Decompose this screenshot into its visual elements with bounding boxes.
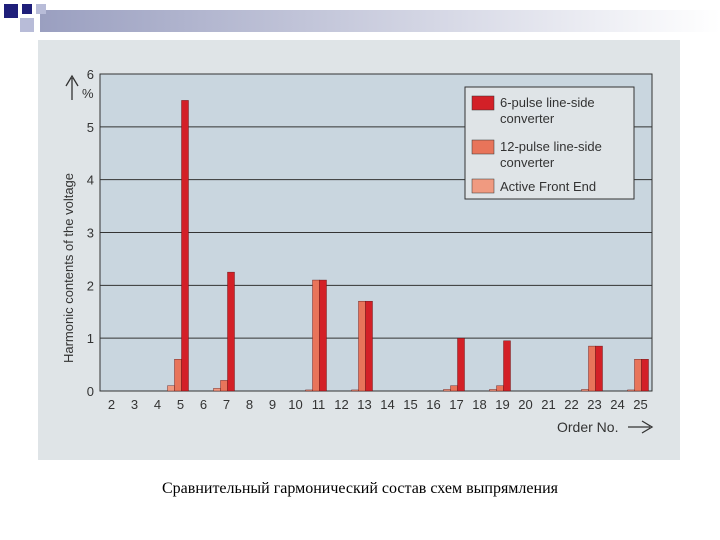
bar-afe-order-23 xyxy=(581,389,589,392)
legend-label-afe: Active Front End xyxy=(500,179,596,194)
legend: 6-pulse line-side converter 12-pulse lin… xyxy=(464,86,635,200)
y-axis-arrow-icon xyxy=(65,74,79,100)
x-tick-label: 14 xyxy=(380,397,394,412)
x-tick-label: 20 xyxy=(518,397,532,412)
x-tick-label: 10 xyxy=(288,397,302,412)
deco-square-navy xyxy=(4,4,18,18)
bar-12-pulse-order-13 xyxy=(358,300,366,392)
bar-6-pulse-order-17 xyxy=(457,337,465,392)
bar-6-pulse-order-25 xyxy=(641,359,649,392)
x-tick-label: 7 xyxy=(223,397,230,412)
legend-label-12-pulse: 12-pulse line-side converter xyxy=(500,139,606,170)
legend-swatch-6-pulse xyxy=(471,95,495,111)
x-tick-label: 3 xyxy=(131,397,138,412)
bar-afe-order-25 xyxy=(627,389,635,392)
bar-12-pulse-order-5 xyxy=(174,359,182,392)
bar-12-pulse-order-23 xyxy=(588,345,596,392)
x-tick-label: 15 xyxy=(403,397,417,412)
x-tick-label: 19 xyxy=(495,397,509,412)
bar-12-pulse-order-7 xyxy=(220,380,228,392)
x-axis-label: Order No. xyxy=(557,419,618,435)
x-tick-label: 13 xyxy=(357,397,371,412)
x-tick-label: 12 xyxy=(334,397,348,412)
bar-6-pulse-order-13 xyxy=(365,300,373,392)
deco-square-light xyxy=(20,18,34,32)
x-axis-arrow-icon xyxy=(628,420,654,434)
bar-12-pulse-order-25 xyxy=(634,359,642,392)
x-tick-label: 22 xyxy=(564,397,578,412)
legend-label-6-pulse: 6-pulse line-side converter xyxy=(500,95,598,126)
x-tick-label: 4 xyxy=(154,397,161,412)
y-tick-label: 6 xyxy=(87,67,94,82)
bar-afe-order-17 xyxy=(443,389,451,392)
bar-6-pulse-order-23 xyxy=(595,345,603,392)
x-tick-label: 9 xyxy=(269,397,276,412)
x-tick-label: 23 xyxy=(587,397,601,412)
header-gradient-bar xyxy=(40,10,720,32)
bar-6-pulse-order-7 xyxy=(227,271,235,392)
y-tick-label: 1 xyxy=(87,331,94,346)
x-tick-label: 17 xyxy=(449,397,463,412)
legend-swatch-afe xyxy=(471,178,495,194)
x-tick-label: 16 xyxy=(426,397,440,412)
bar-12-pulse-order-11 xyxy=(312,279,320,392)
deco-square-navy-2 xyxy=(22,4,32,14)
x-tick-label: 24 xyxy=(610,397,624,412)
slide-caption: Сравнительный гармонический состав схем … xyxy=(161,480,558,497)
y-tick-label: 4 xyxy=(87,173,94,188)
y-axis-unit: % xyxy=(82,86,94,101)
legend-swatch-12-pulse xyxy=(471,139,495,155)
x-tick-label: 6 xyxy=(200,397,207,412)
y-tick-label: 3 xyxy=(87,226,94,241)
bar-12-pulse-order-19 xyxy=(496,385,504,392)
y-tick-label: 2 xyxy=(87,278,94,293)
x-tick-label: 18 xyxy=(472,397,486,412)
bar-afe-order-13 xyxy=(351,389,359,392)
bar-6-pulse-order-5 xyxy=(181,100,189,392)
bar-12-pulse-order-17 xyxy=(450,385,458,392)
deco-square-light-2 xyxy=(36,4,46,14)
bar-afe-order-5 xyxy=(167,385,175,392)
x-tick-label: 2 xyxy=(108,397,115,412)
x-tick-label: 21 xyxy=(541,397,555,412)
y-tick-label: 0 xyxy=(87,384,94,399)
x-tick-label: 8 xyxy=(246,397,253,412)
x-tick-label: 25 xyxy=(633,397,647,412)
bar-6-pulse-order-11 xyxy=(319,279,327,392)
bar-6-pulse-order-19 xyxy=(503,340,511,392)
bar-afe-order-19 xyxy=(489,389,497,392)
bar-afe-order-7 xyxy=(213,388,221,392)
x-tick-label: 5 xyxy=(177,397,184,412)
y-axis-label: Harmonic contents of the voltage xyxy=(61,173,76,363)
x-tick-label: 11 xyxy=(312,397,326,412)
bar-afe-order-11 xyxy=(305,389,313,392)
slide-header-decoration xyxy=(4,4,720,32)
y-tick-label: 5 xyxy=(87,120,94,135)
